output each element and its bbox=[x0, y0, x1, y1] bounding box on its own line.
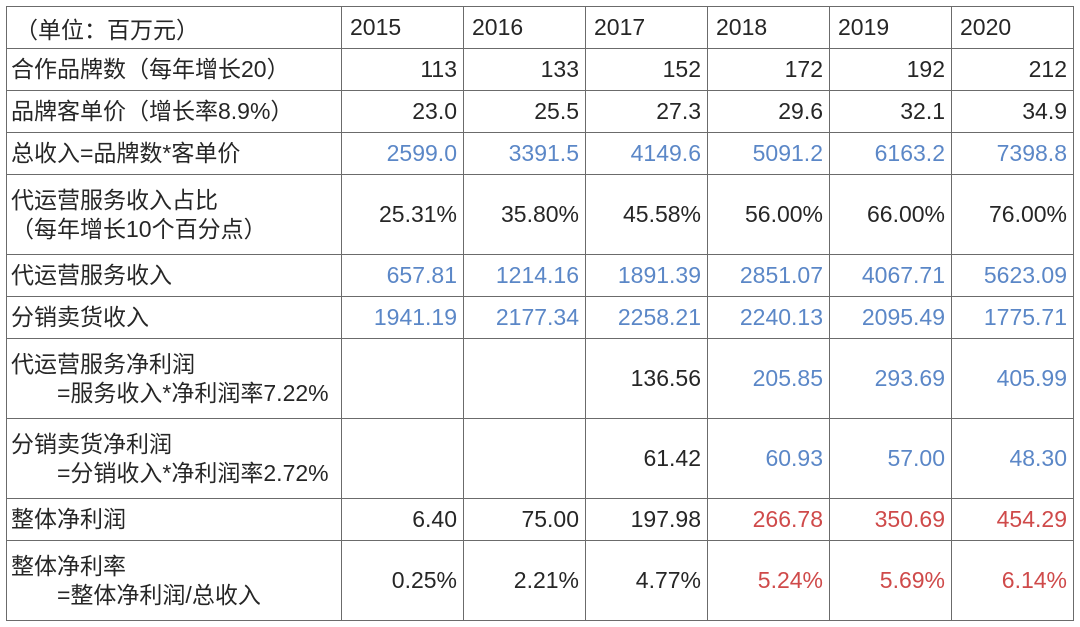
row-label: 分销卖货收入 bbox=[7, 297, 342, 339]
value-cell: 60.93 bbox=[708, 419, 830, 499]
table-row: 品牌客单价（增长率8.9%）23.025.527.329.632.134.9 bbox=[7, 91, 1074, 133]
row-label: 整体净利率=整体净利润/总收入 bbox=[7, 541, 342, 621]
value-cell: 66.00% bbox=[830, 175, 952, 255]
table-row: 总收入=品牌数*客单价2599.03391.54149.65091.26163.… bbox=[7, 133, 1074, 175]
value-cell: 3391.5 bbox=[464, 133, 586, 175]
value-cell: 2851.07 bbox=[708, 255, 830, 297]
row-label: 合作品牌数（每年增长20） bbox=[7, 49, 342, 91]
value-cell: 5.69% bbox=[830, 541, 952, 621]
table-body: 合作品牌数（每年增长20）113133152172192212品牌客单价（增长率… bbox=[7, 49, 1074, 621]
table-row: 分销卖货收入1941.192177.342258.212240.132095.4… bbox=[7, 297, 1074, 339]
year-header: 2015 bbox=[342, 7, 464, 49]
value-cell: 25.5 bbox=[464, 91, 586, 133]
value-cell: 76.00% bbox=[952, 175, 1074, 255]
value-cell: 2258.21 bbox=[586, 297, 708, 339]
table-row: 整体净利率=整体净利润/总收入0.25%2.21%4.77%5.24%5.69%… bbox=[7, 541, 1074, 621]
table-row: 分销卖货净利润=分销收入*净利润率2.72% 61.4260.9357.0048.… bbox=[7, 419, 1074, 499]
value-cell: 5623.09 bbox=[952, 255, 1074, 297]
row-label: 代运营服务收入 bbox=[7, 255, 342, 297]
financial-table: （单位：百万元） 2015 2016 2017 2018 2019 2020 合… bbox=[6, 6, 1074, 621]
value-cell: 0.25% bbox=[342, 541, 464, 621]
year-header: 2017 bbox=[586, 7, 708, 49]
value-cell: 192 bbox=[830, 49, 952, 91]
value-cell: 1214.16 bbox=[464, 255, 586, 297]
value-cell: 5091.2 bbox=[708, 133, 830, 175]
year-header: 2020 bbox=[952, 7, 1074, 49]
unit-label: （单位：百万元） bbox=[7, 7, 342, 49]
value-cell: 6.14% bbox=[952, 541, 1074, 621]
table-row: 代运营服务收入657.811214.161891.392851.074067.7… bbox=[7, 255, 1074, 297]
value-cell: 45.58% bbox=[586, 175, 708, 255]
value-cell: 48.30 bbox=[952, 419, 1074, 499]
table-row: 合作品牌数（每年增长20）113133152172192212 bbox=[7, 49, 1074, 91]
row-label: 总收入=品牌数*客单价 bbox=[7, 133, 342, 175]
value-cell: 1775.71 bbox=[952, 297, 1074, 339]
value-cell: 293.69 bbox=[830, 339, 952, 419]
table-header-row: （单位：百万元） 2015 2016 2017 2018 2019 2020 bbox=[7, 7, 1074, 49]
row-label: 代运营服务收入占比（每年增长10个百分点） bbox=[7, 175, 342, 255]
value-cell: 35.80% bbox=[464, 175, 586, 255]
value-cell: 4.77% bbox=[586, 541, 708, 621]
value-cell: 657.81 bbox=[342, 255, 464, 297]
value-cell: 25.31% bbox=[342, 175, 464, 255]
value-cell bbox=[464, 419, 586, 499]
value-cell: 2095.49 bbox=[830, 297, 952, 339]
value-cell: 212 bbox=[952, 49, 1074, 91]
value-cell: 6163.2 bbox=[830, 133, 952, 175]
value-cell: 1891.39 bbox=[586, 255, 708, 297]
value-cell: 32.1 bbox=[830, 91, 952, 133]
value-cell: 23.0 bbox=[342, 91, 464, 133]
value-cell: 152 bbox=[586, 49, 708, 91]
value-cell bbox=[464, 339, 586, 419]
row-label: 分销卖货净利润=分销收入*净利润率2.72% bbox=[7, 419, 342, 499]
value-cell: 405.99 bbox=[952, 339, 1074, 419]
year-header: 2016 bbox=[464, 7, 586, 49]
value-cell: 113 bbox=[342, 49, 464, 91]
year-header: 2019 bbox=[830, 7, 952, 49]
value-cell: 27.3 bbox=[586, 91, 708, 133]
value-cell: 7398.8 bbox=[952, 133, 1074, 175]
table-row: 代运营服务收入占比（每年增长10个百分点）25.31%35.80%45.58%5… bbox=[7, 175, 1074, 255]
value-cell: 29.6 bbox=[708, 91, 830, 133]
value-cell: 56.00% bbox=[708, 175, 830, 255]
value-cell: 2240.13 bbox=[708, 297, 830, 339]
value-cell bbox=[342, 419, 464, 499]
value-cell: 1941.19 bbox=[342, 297, 464, 339]
value-cell: 2599.0 bbox=[342, 133, 464, 175]
value-cell: 4067.71 bbox=[830, 255, 952, 297]
value-cell bbox=[342, 339, 464, 419]
value-cell: 205.85 bbox=[708, 339, 830, 419]
value-cell: 2.21% bbox=[464, 541, 586, 621]
table-row: 代运营服务净利润=服务收入*净利润率7.22% 136.56205.85293.6… bbox=[7, 339, 1074, 419]
value-cell: 34.9 bbox=[952, 91, 1074, 133]
value-cell: 5.24% bbox=[708, 541, 830, 621]
value-cell: 4149.6 bbox=[586, 133, 708, 175]
value-cell: 133 bbox=[464, 49, 586, 91]
value-cell: 136.56 bbox=[586, 339, 708, 419]
row-label: 代运营服务净利润=服务收入*净利润率7.22% bbox=[7, 339, 342, 419]
value-cell: 57.00 bbox=[830, 419, 952, 499]
value-cell: 61.42 bbox=[586, 419, 708, 499]
value-cell: 172 bbox=[708, 49, 830, 91]
year-header: 2018 bbox=[708, 7, 830, 49]
value-cell: 2177.34 bbox=[464, 297, 586, 339]
row-label: 品牌客单价（增长率8.9%） bbox=[7, 91, 342, 133]
